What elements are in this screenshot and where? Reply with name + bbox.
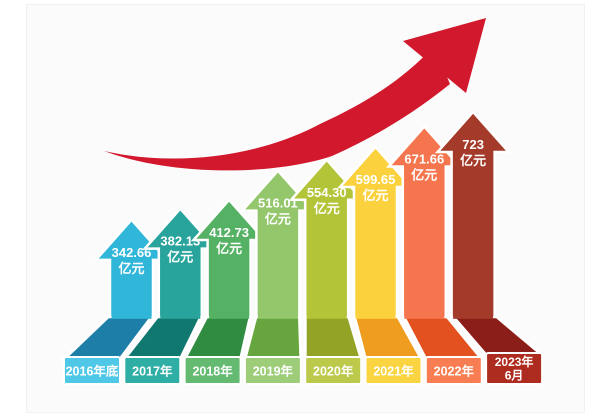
trend-arrow-swoosh [104,46,450,171]
bar-year-plate [424,356,483,385]
bar-value-label: 516.01 [258,196,298,211]
bar-year-plate [304,356,363,385]
bar-value-label: 412.73 [209,225,249,240]
bar-year-label: 2020年 [313,364,354,379]
bar-year-plate [485,352,544,385]
bar-year-label: 2021年 [373,364,414,379]
bar-arrow-base-patch [209,313,250,319]
bar-arrow-base-patch [404,313,445,319]
bar-value-label: 382.13 [160,234,200,249]
bar-arrow-base-patch [257,313,298,319]
bar-unit-label: 亿元 [314,201,340,216]
bar-year-label: 2016年底 [66,364,119,379]
bar-value-label: 342.66 [112,245,152,260]
bar-year-plate [364,356,423,385]
bar-year-label: 2023年 [495,354,534,369]
bar-value-label: 554.30 [307,185,347,200]
bar-year-label: 2017年 [132,364,173,379]
bar-unit-label: 亿元 [460,153,486,168]
bar-ribbon [242,313,303,361]
trend-arrow-head [403,18,486,93]
bar-unit-label: 亿元 [167,250,193,265]
bar-year-label: 6月 [505,369,524,383]
bar-year-plate [243,356,302,385]
bar-unit-label: 亿元 [216,241,242,256]
bar-arrow-base-patch [355,313,396,319]
bar-arrow-base-patch [160,313,201,319]
bar-unit-label: 亿元 [118,261,144,276]
bar-year-label: 2018年 [192,364,233,379]
bar-arrow-base-patch [111,313,152,319]
bar-year-plate [123,356,182,385]
bar-value-label: 723 [462,137,484,152]
bar-value-label: 599.65 [356,172,396,187]
bar-year-label: 2019年 [253,364,294,379]
bar-unit-label: 亿元 [411,168,437,183]
bar-year-plate [63,356,121,385]
bar-arrow-base-patch [453,313,494,319]
bar-unit-label: 亿元 [362,188,388,203]
bar-arrow-base-patch [306,313,347,319]
trend-arrow [104,18,486,171]
bar-unit-label: 亿元 [265,212,291,227]
bar-year-plate [183,356,242,385]
bar-year-label: 2022年 [434,364,475,379]
bar-value-label: 671.66 [404,152,444,167]
